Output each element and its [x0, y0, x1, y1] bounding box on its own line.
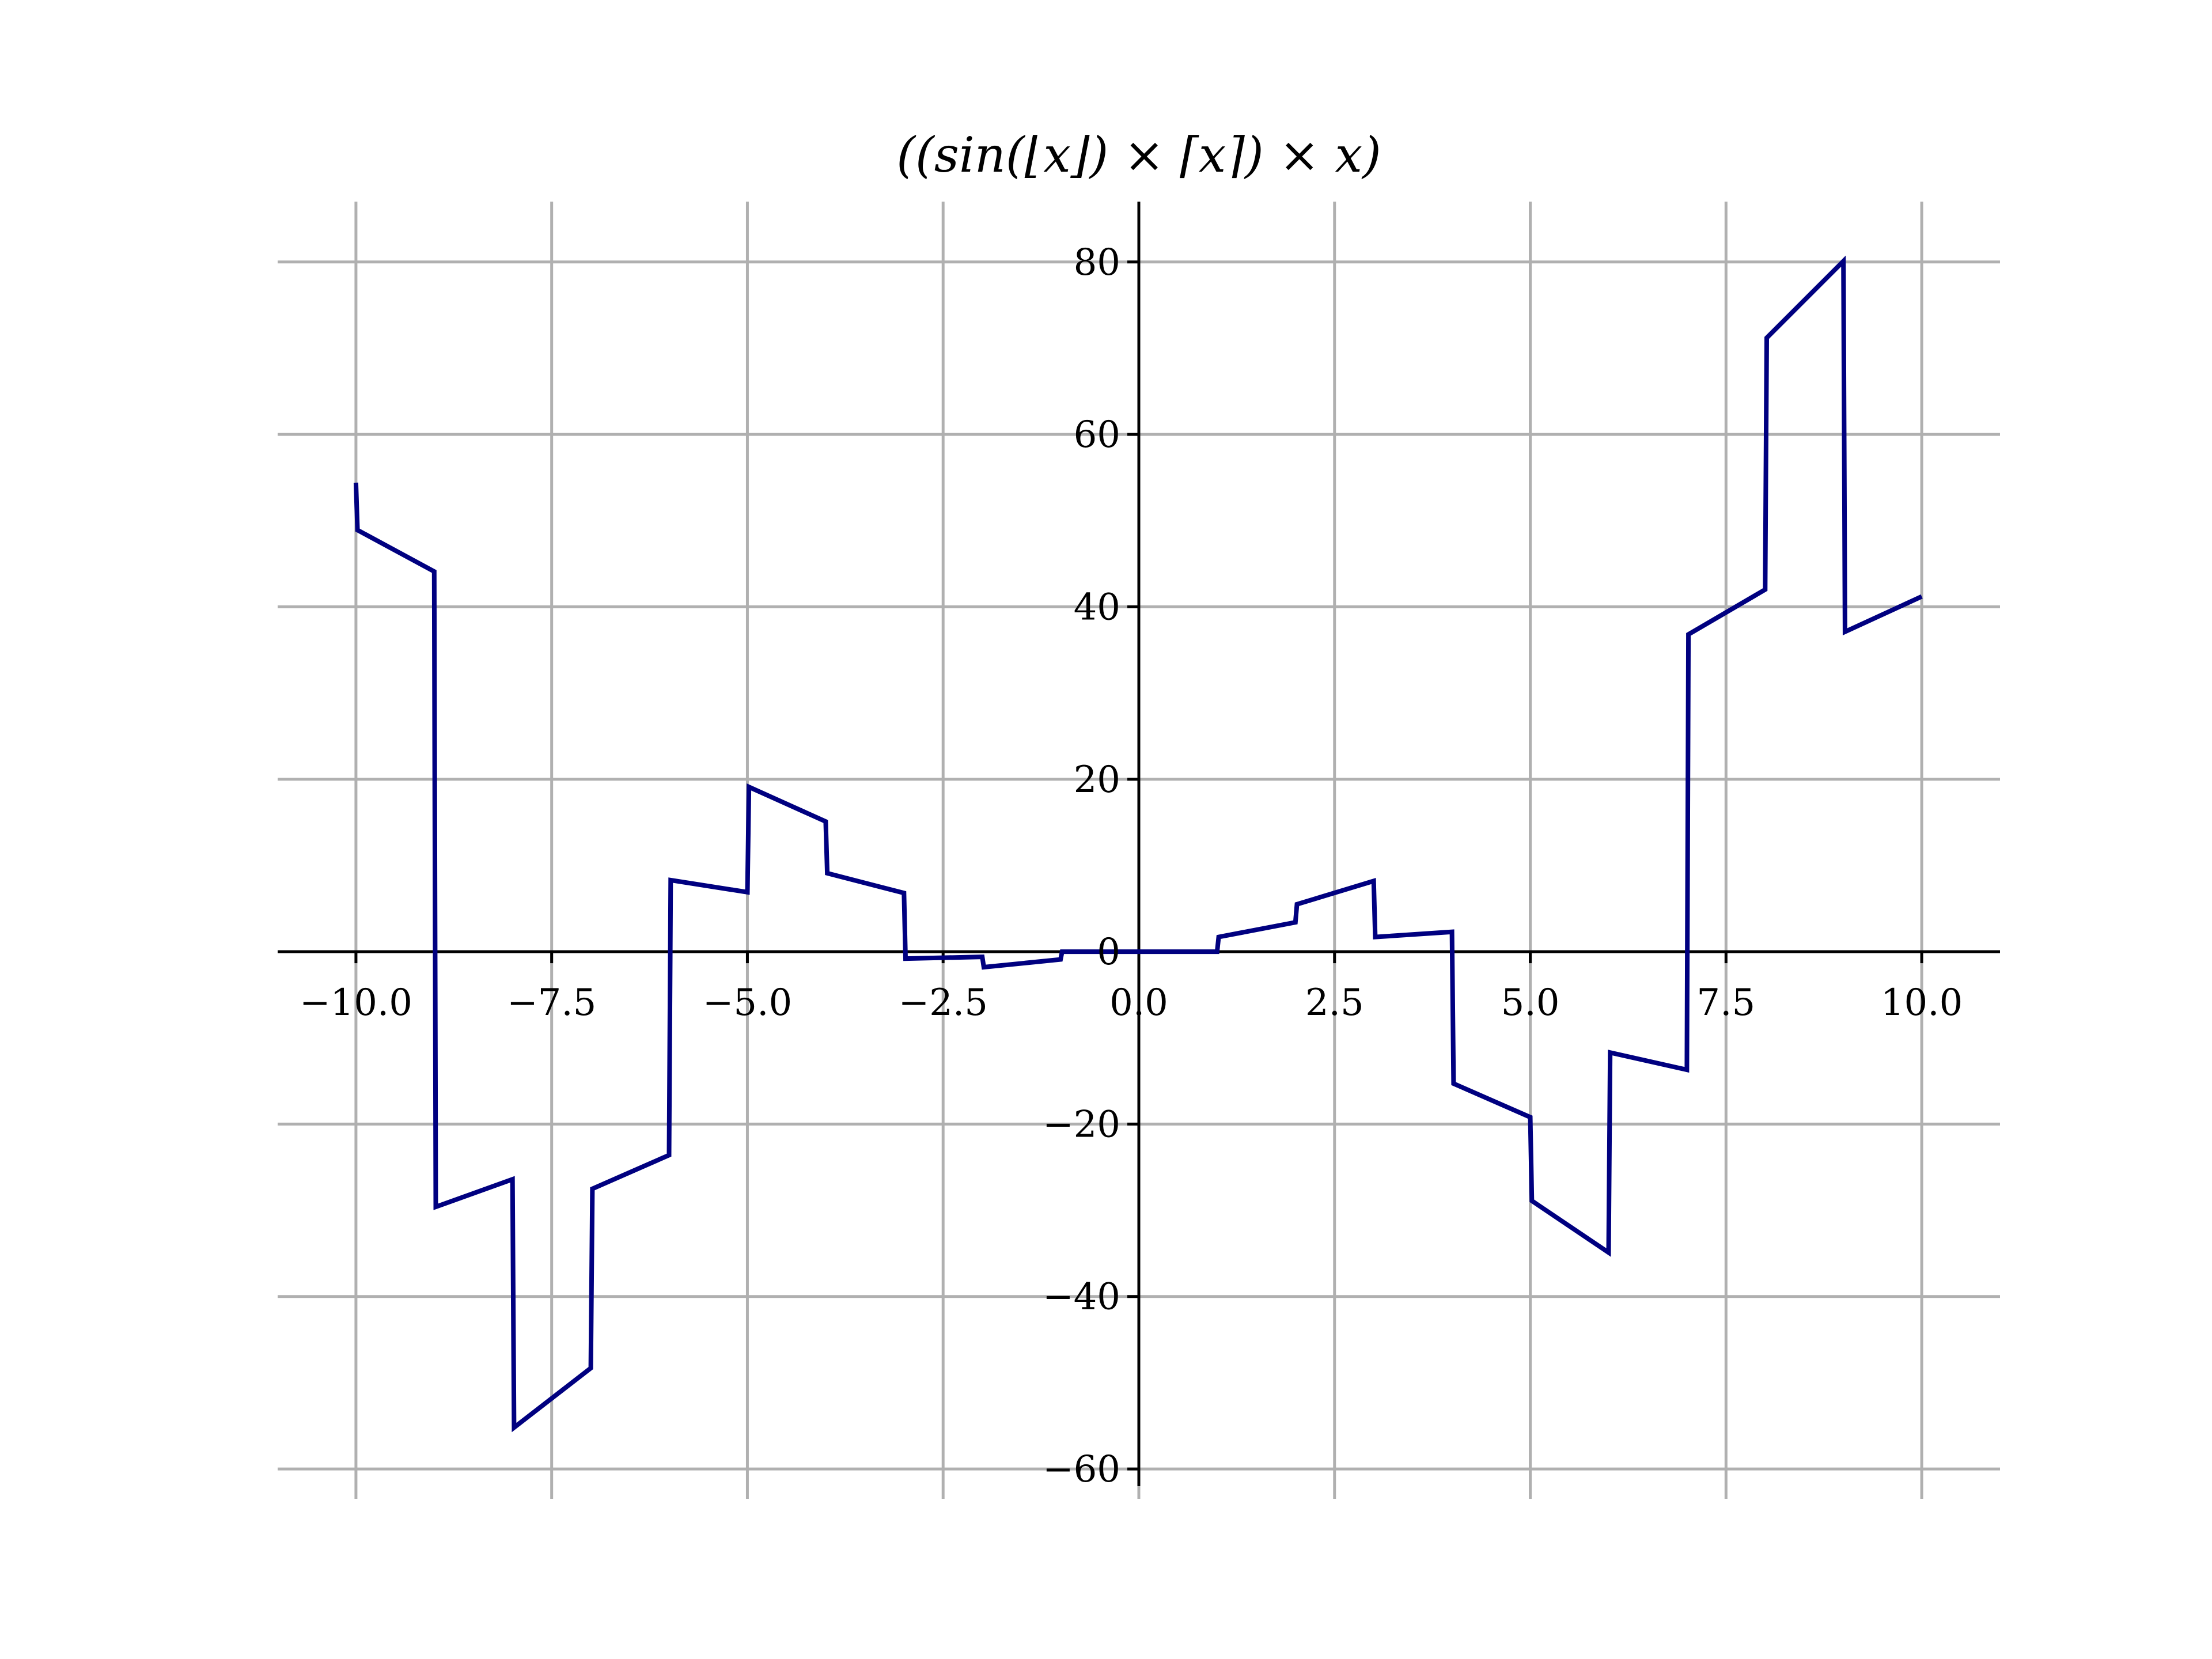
x-tick-label: 10.0: [1881, 982, 1963, 1024]
y-tick-label: 40: [1074, 586, 1120, 628]
y-tick-label: 0: [1097, 931, 1120, 974]
y-tick-label: −20: [1043, 1103, 1120, 1146]
series-layer: [353, 255, 1923, 1433]
chart-title: ((sin(⌊x⌋) × ⌈x⌉) × x): [896, 127, 1381, 183]
y-tick-label: 20: [1074, 759, 1120, 801]
x-tick-label: −10.0: [300, 982, 412, 1024]
tick-labels: −10.0 −7.5 −5.0 −2.5 0.0 2.5 5.0 7.5 10.0 −60 −40 −…: [300, 241, 1963, 1491]
y-tick-label: 80: [1074, 241, 1120, 284]
x-tick-label: −2.5: [899, 982, 988, 1024]
y-tick-label: −60: [1043, 1448, 1120, 1491]
y-tick-label: 60: [1074, 414, 1120, 456]
x-tick-label: 2.5: [1305, 982, 1364, 1024]
x-tick-label: −7.5: [507, 982, 596, 1024]
y-tick-label: −40: [1043, 1276, 1120, 1319]
x-tick-label: 7.5: [1696, 982, 1755, 1024]
series-line: [353, 255, 1923, 1433]
x-tick-label: 0.0: [1109, 982, 1168, 1024]
x-tick-label: −5.0: [703, 982, 792, 1024]
axes: [278, 202, 2000, 1486]
x-tick-label: 5.0: [1501, 982, 1560, 1024]
